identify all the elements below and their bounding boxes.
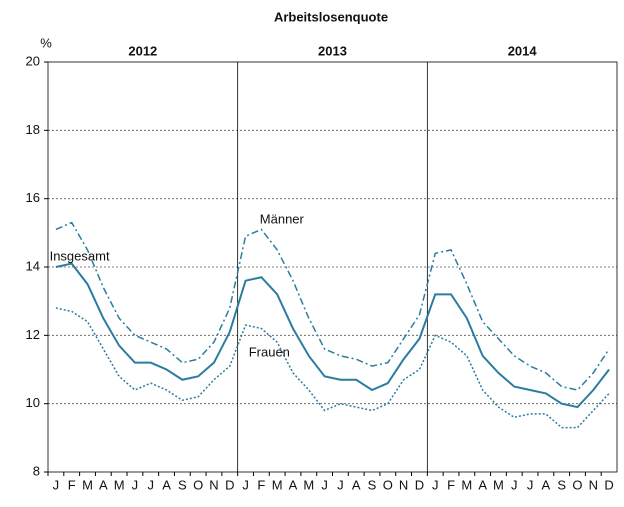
x-tick-label: F	[257, 477, 265, 492]
x-tick-label: M	[461, 477, 472, 492]
y-tick-label: 12	[26, 327, 40, 342]
x-tick-label: M	[114, 477, 125, 492]
x-tick-label: A	[99, 477, 108, 492]
x-tick-label: A	[352, 477, 361, 492]
chart-title: Arbeitslosenquote	[274, 9, 388, 24]
x-tick-label: A	[289, 477, 298, 492]
x-tick-label: J	[242, 477, 249, 492]
x-tick-label: S	[178, 477, 187, 492]
x-tick-label: D	[604, 477, 613, 492]
x-tick-label: J	[432, 477, 439, 492]
series-label: Männer	[260, 212, 305, 227]
x-tick-label: A	[162, 477, 171, 492]
y-tick-label: 20	[26, 53, 40, 68]
y-tick-label: 10	[26, 395, 40, 410]
y-unit: %	[40, 35, 52, 50]
x-tick-label: J	[527, 477, 534, 492]
x-tick-label: O	[193, 477, 203, 492]
x-tick-label: F	[447, 477, 455, 492]
x-tick-label: J	[53, 477, 60, 492]
x-tick-label: O	[572, 477, 582, 492]
x-tick-label: A	[478, 477, 487, 492]
y-tick-label: 16	[26, 190, 40, 205]
x-tick-label: M	[493, 477, 504, 492]
year-label: 2014	[508, 43, 538, 58]
x-tick-label: F	[68, 477, 76, 492]
x-tick-label: J	[147, 477, 154, 492]
series-line	[55, 262, 610, 409]
x-tick-label: S	[557, 477, 566, 492]
x-tick-label: D	[225, 477, 234, 492]
y-tick-label: 18	[26, 122, 40, 137]
x-tick-label: N	[589, 477, 598, 492]
x-tick-label: A	[542, 477, 551, 492]
x-tick-label: S	[368, 477, 377, 492]
year-label: 2012	[128, 43, 157, 58]
x-tick-label: D	[415, 477, 424, 492]
x-tick-label: M	[272, 477, 283, 492]
year-label: 2013	[318, 43, 347, 58]
series-label: Insgesamt	[50, 248, 110, 263]
y-tick-label: 8	[33, 463, 40, 478]
x-tick-label: N	[209, 477, 218, 492]
x-tick-label: O	[383, 477, 393, 492]
x-tick-label: J	[132, 477, 139, 492]
x-tick-label: N	[399, 477, 408, 492]
x-tick-label: J	[511, 477, 518, 492]
y-tick-label: 14	[26, 258, 40, 273]
series-label: Frauen	[249, 345, 290, 360]
series-line	[55, 221, 610, 391]
x-tick-label: J	[321, 477, 328, 492]
x-tick-label: M	[82, 477, 93, 492]
x-tick-label: J	[337, 477, 344, 492]
series-line	[55, 307, 610, 429]
x-tick-label: M	[303, 477, 314, 492]
